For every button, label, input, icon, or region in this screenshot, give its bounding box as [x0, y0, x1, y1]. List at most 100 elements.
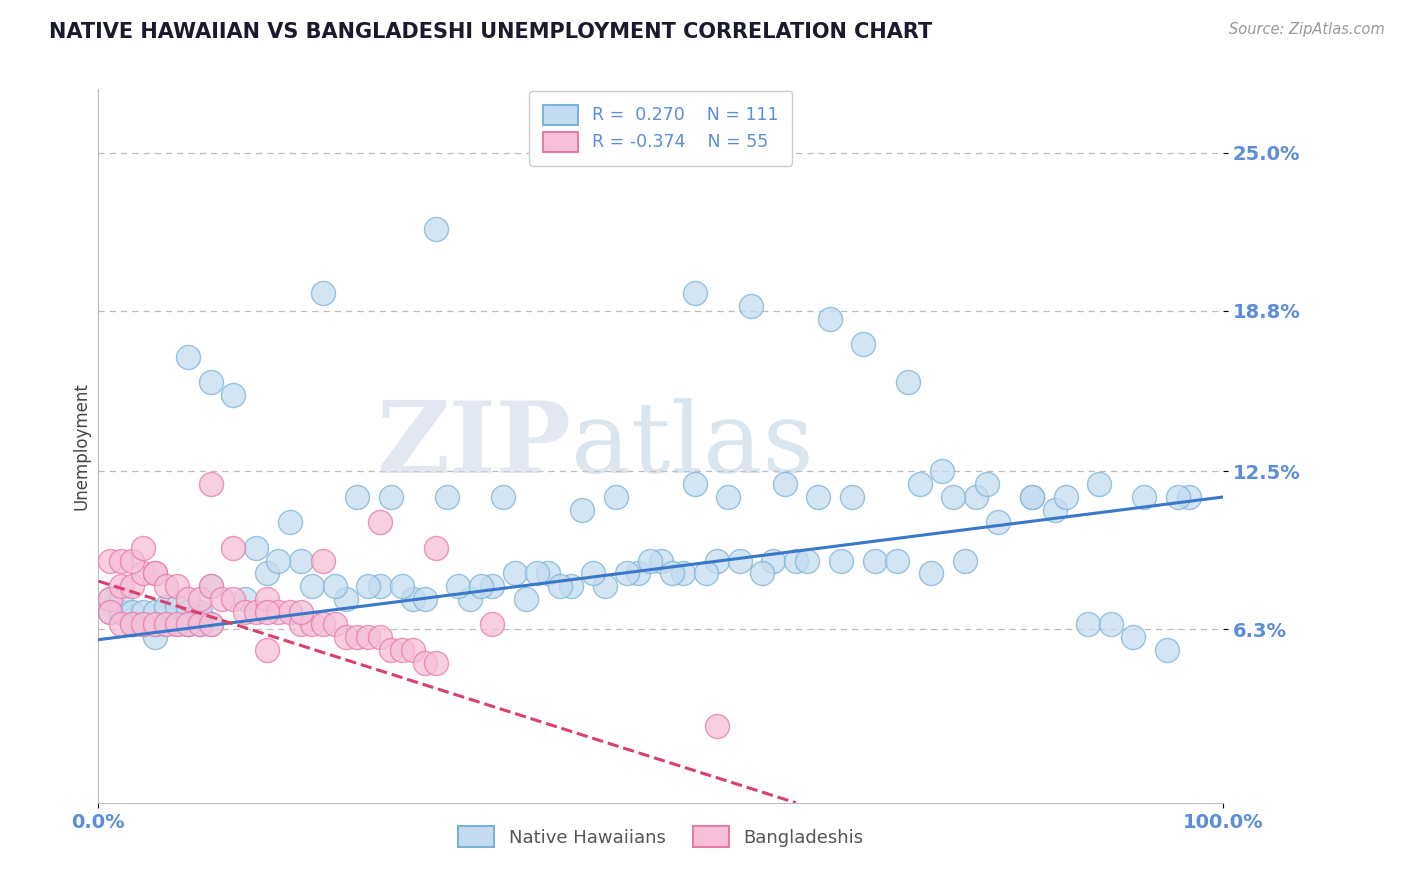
- Y-axis label: Unemployment: Unemployment: [72, 382, 90, 510]
- Point: [200, 617, 222, 632]
- Point: [222, 541, 245, 555]
- Point: [762, 554, 785, 568]
- Point: [391, 643, 413, 657]
- Point: [188, 605, 211, 619]
- Point: [256, 605, 278, 619]
- Point: [98, 591, 121, 606]
- Point: [560, 579, 582, 593]
- Point: [773, 477, 796, 491]
- Point: [335, 591, 357, 606]
- Point: [413, 591, 436, 606]
- Point: [413, 656, 436, 670]
- Point: [143, 605, 166, 619]
- Point: [537, 566, 560, 581]
- Point: [143, 566, 166, 581]
- Point: [177, 591, 200, 606]
- Point: [380, 643, 402, 657]
- Point: [672, 566, 695, 581]
- Point: [200, 579, 222, 593]
- Point: [818, 311, 841, 326]
- Point: [1167, 490, 1189, 504]
- Point: [188, 617, 211, 632]
- Point: [965, 490, 987, 504]
- Point: [200, 376, 222, 390]
- Point: [661, 566, 683, 581]
- Point: [582, 566, 605, 581]
- Point: [121, 554, 143, 568]
- Point: [200, 617, 222, 632]
- Point: [155, 617, 177, 632]
- Point: [110, 605, 132, 619]
- Point: [256, 643, 278, 657]
- Point: [1156, 643, 1178, 657]
- Point: [593, 579, 616, 593]
- Point: [98, 605, 121, 619]
- Point: [233, 591, 256, 606]
- Point: [841, 490, 863, 504]
- Point: [98, 554, 121, 568]
- Point: [728, 554, 751, 568]
- Point: [245, 541, 267, 555]
- Point: [1133, 490, 1156, 504]
- Point: [177, 617, 200, 632]
- Text: atlas: atlas: [571, 398, 814, 494]
- Point: [481, 579, 503, 593]
- Point: [323, 579, 346, 593]
- Point: [110, 554, 132, 568]
- Point: [717, 490, 740, 504]
- Point: [166, 579, 188, 593]
- Point: [110, 617, 132, 632]
- Point: [143, 617, 166, 632]
- Point: [177, 350, 200, 364]
- Point: [98, 591, 121, 606]
- Point: [425, 656, 447, 670]
- Point: [290, 605, 312, 619]
- Point: [256, 591, 278, 606]
- Point: [312, 554, 335, 568]
- Point: [886, 554, 908, 568]
- Point: [830, 554, 852, 568]
- Point: [132, 617, 155, 632]
- Point: [953, 554, 976, 568]
- Point: [897, 376, 920, 390]
- Point: [211, 591, 233, 606]
- Point: [402, 591, 425, 606]
- Point: [278, 516, 301, 530]
- Point: [245, 605, 267, 619]
- Point: [110, 591, 132, 606]
- Point: [290, 554, 312, 568]
- Point: [942, 490, 965, 504]
- Point: [121, 617, 143, 632]
- Point: [188, 591, 211, 606]
- Text: Source: ZipAtlas.com: Source: ZipAtlas.com: [1229, 22, 1385, 37]
- Point: [402, 643, 425, 657]
- Point: [458, 591, 481, 606]
- Point: [155, 609, 177, 624]
- Point: [222, 388, 245, 402]
- Point: [188, 609, 211, 624]
- Point: [571, 502, 593, 516]
- Point: [121, 605, 143, 619]
- Point: [638, 554, 661, 568]
- Point: [166, 617, 188, 632]
- Point: [683, 477, 706, 491]
- Point: [177, 617, 200, 632]
- Point: [1122, 630, 1144, 644]
- Point: [436, 490, 458, 504]
- Point: [503, 566, 526, 581]
- Point: [796, 554, 818, 568]
- Point: [110, 605, 132, 619]
- Point: [1021, 490, 1043, 504]
- Point: [233, 605, 256, 619]
- Point: [256, 566, 278, 581]
- Point: [605, 490, 627, 504]
- Point: [650, 554, 672, 568]
- Point: [177, 605, 200, 619]
- Point: [976, 477, 998, 491]
- Point: [548, 579, 571, 593]
- Point: [368, 516, 391, 530]
- Point: [357, 579, 380, 593]
- Point: [807, 490, 830, 504]
- Point: [368, 630, 391, 644]
- Point: [267, 605, 290, 619]
